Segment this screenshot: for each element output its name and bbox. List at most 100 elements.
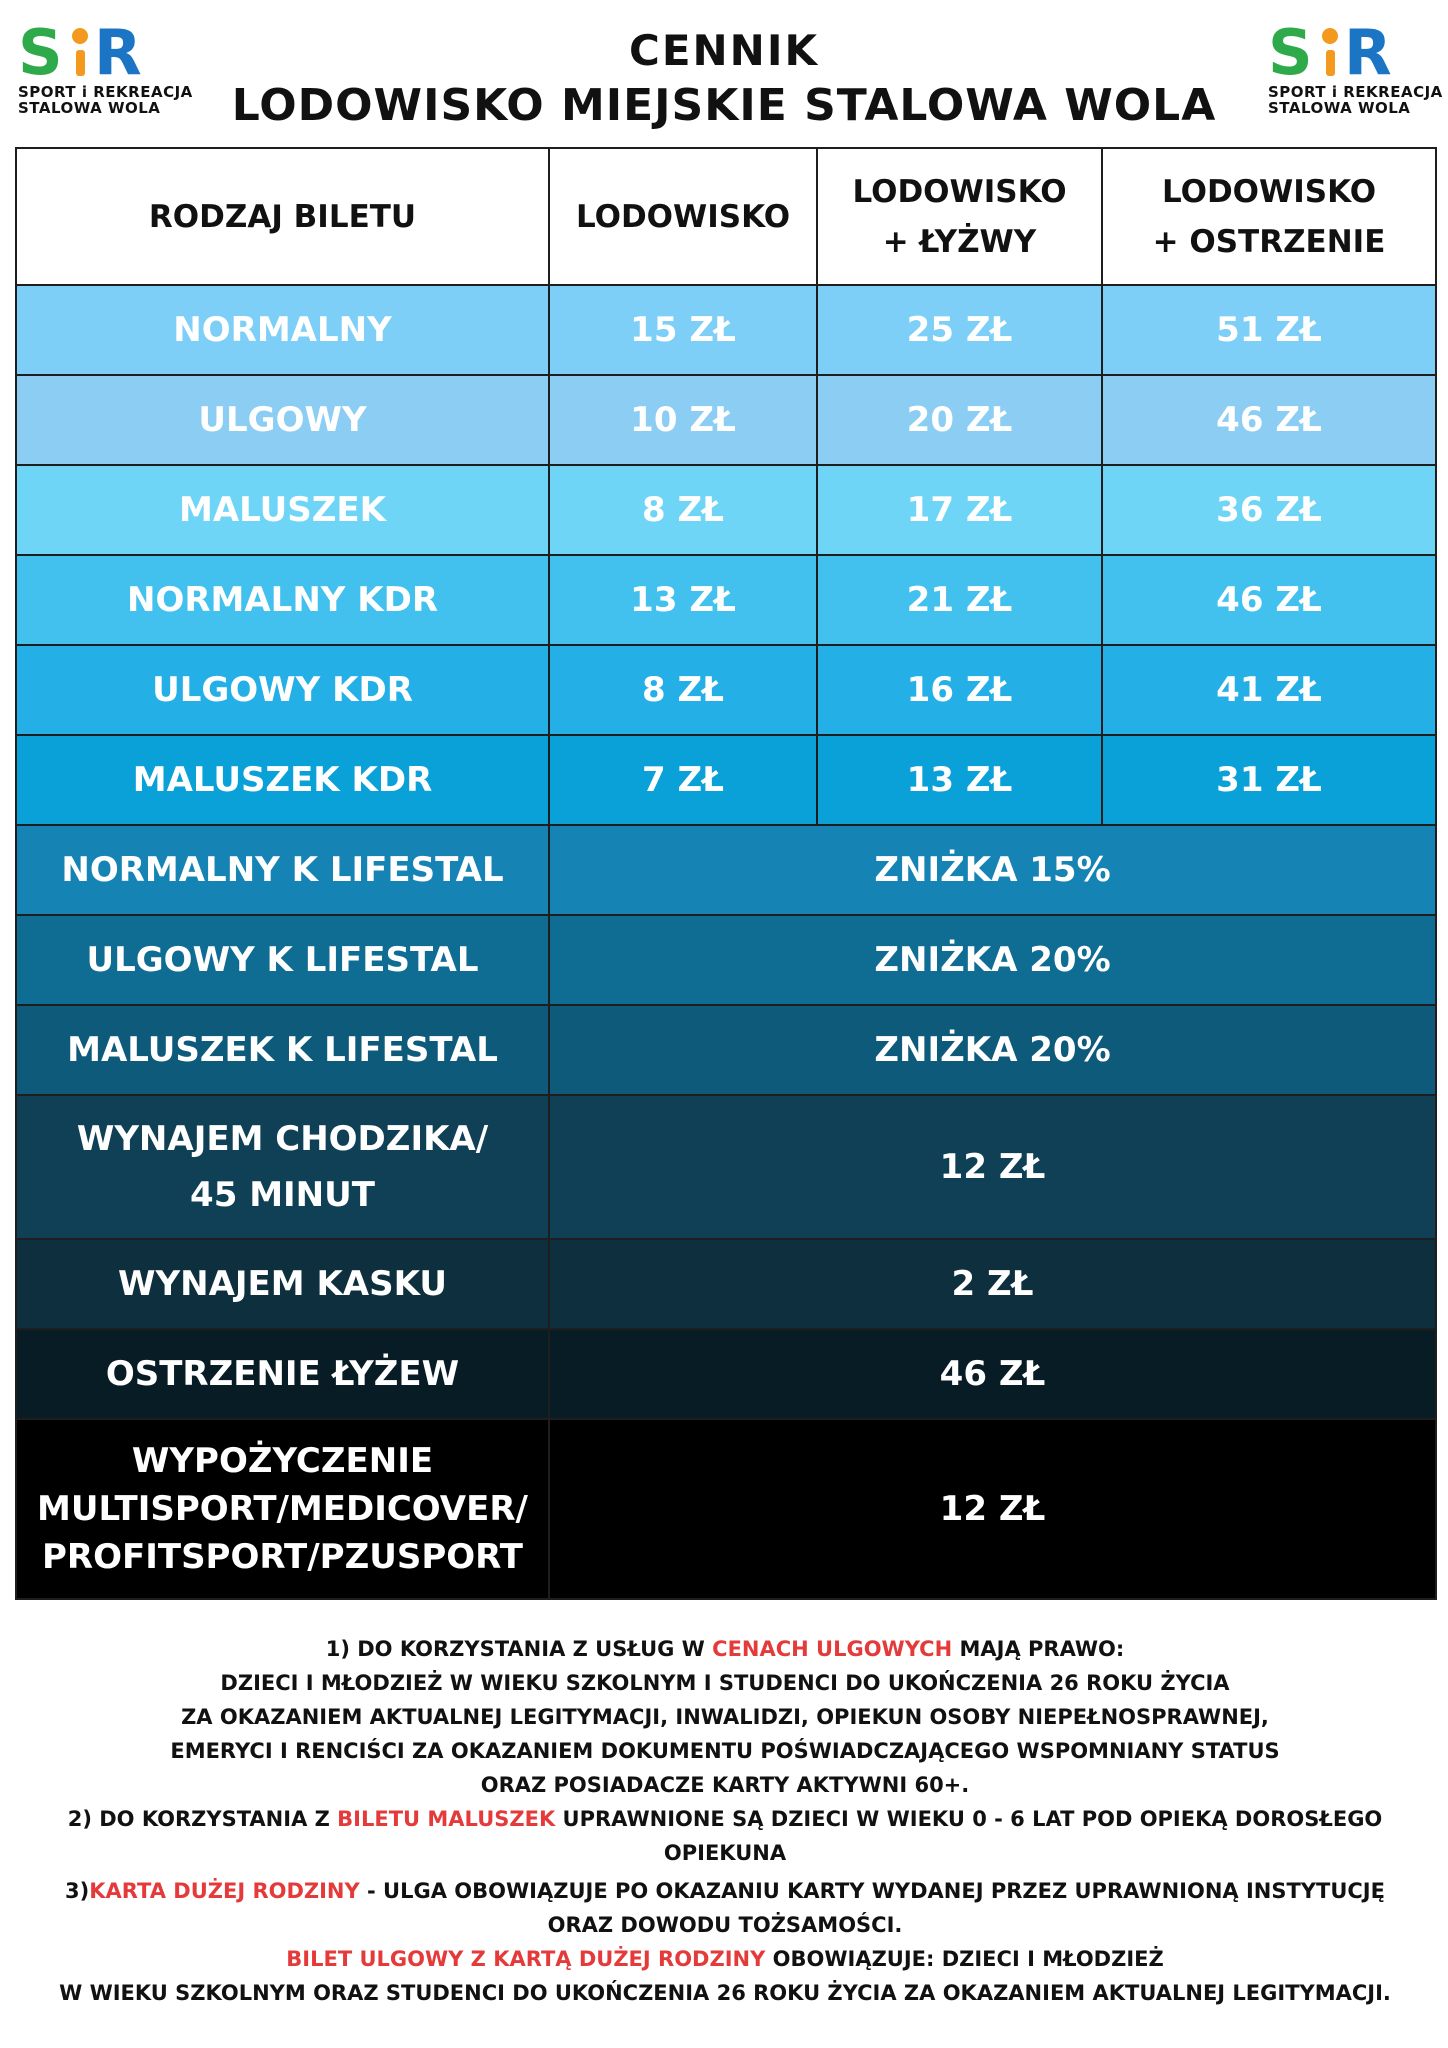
logo-i-stem xyxy=(1326,50,1335,76)
sir-logo-mark: S R xyxy=(18,22,142,80)
header-rink-sharpening-line1: LODOWISKO xyxy=(1161,173,1377,210)
header-rink-skates-line2: + ŁYŻWY xyxy=(882,223,1037,260)
note-text: MAJĄ PRAWO: xyxy=(952,1637,1125,1661)
note-3-line-3: BILET ULGOWY Z KARTĄ DUŻEJ RODZINY OBOWI… xyxy=(15,1942,1435,1976)
logo-caption: SPORT i REKREACJA STALOWA WOLA xyxy=(18,83,193,117)
ticket-label: MALUSZEK xyxy=(15,464,550,556)
table-row: ULGOWY 10 ZŁ 20 ZŁ 46 ZŁ xyxy=(15,374,1437,466)
discount-value: ZNIŻKA 20% xyxy=(548,1004,1437,1096)
price-rink-sharpening: 46 ZŁ xyxy=(1101,374,1437,466)
ticket-label-line1: WYPOŻYCZENIE xyxy=(131,1441,434,1481)
price-rink: 8 ZŁ xyxy=(548,464,818,556)
note-3-line-1: 3)KARTA DUŻEJ RODZINY - ULGA OBOWIĄZUJE … xyxy=(15,1874,1435,1908)
note-highlight: BILETU MALUSZEK xyxy=(337,1807,556,1831)
price-rink-sharpening: 36 ZŁ xyxy=(1101,464,1437,556)
ticket-label: NORMALNY xyxy=(15,284,550,376)
table-row: NORMALNY KDR 13 ZŁ 21 ZŁ 46 ZŁ xyxy=(15,554,1437,646)
table-row: MALUSZEK 8 ZŁ 17 ZŁ 36 ZŁ xyxy=(15,464,1437,556)
header-rink-sharpening: LODOWISKO + OSTRZENIE xyxy=(1101,147,1437,286)
note-1-line-3: ZA OKAZANIEM AKTUALNEJ LEGITYMACJI, INWA… xyxy=(181,1705,1269,1729)
price-rink-skates: 20 ZŁ xyxy=(816,374,1103,466)
service-price: 46 ZŁ xyxy=(548,1328,1437,1420)
ticket-label-line1: WYNAJEM CHODZIKA/ xyxy=(76,1119,489,1159)
price-rink-skates: 13 ZŁ xyxy=(816,734,1103,826)
logo-letter-s: S xyxy=(18,22,63,80)
header-rink-sharpening-line2: + OSTRZENIE xyxy=(1152,223,1386,260)
logo-caption: SPORT i REKREACJA STALOWA WOLA xyxy=(1268,84,1442,117)
note-highlight: KARTA DUŻEJ RODZINY xyxy=(89,1879,360,1903)
note-2-line-2: OPIEKUNA xyxy=(663,1841,787,1865)
footnotes: 1) DO KORZYSTANIA Z USŁUG W CENACH ULGOW… xyxy=(15,1632,1435,2010)
page-subtitle: LODOWISKO MIEJSKIE STALOWA WOLA xyxy=(231,80,1217,131)
ticket-label-line2: 45 MINUT xyxy=(190,1175,375,1215)
note-text: - ULGA OBOWIĄZUJE PO OKAZANIU KARTY WYDA… xyxy=(359,1879,1385,1903)
ticket-label: ULGOWY KDR xyxy=(15,644,550,736)
sir-logo-right: S R SPORT i REKREACJA STALOWA WOLA xyxy=(1268,22,1442,122)
page-title: CENNIK xyxy=(629,26,819,75)
table-row: ULGOWY K LIFESTAL ZNIŻKA 20% xyxy=(15,914,1437,1006)
note-highlight: BILET ULGOWY Z KARTĄ DUŻEJ RODZINY xyxy=(286,1947,766,1971)
rental-price: 12 ZŁ xyxy=(548,1418,1437,1600)
header-rink-skates: LODOWISKO + ŁYŻWY xyxy=(816,147,1103,286)
note-1-line-4: EMERYCI I RENCIŚCI ZA OKAZANIEM DOKUMENT… xyxy=(170,1739,1280,1763)
logo-dot-icon xyxy=(1322,28,1338,44)
price-rink-skates: 21 ZŁ xyxy=(816,554,1103,646)
ticket-label: NORMALNY K LIFESTAL xyxy=(15,824,550,916)
header-ticket-type: RODZAJ BILETU xyxy=(15,147,550,286)
ticket-label-line3: PROFITSPORT/PZUSPORT xyxy=(42,1537,523,1577)
table-row: WYNAJEM CHODZIKA/ 45 MINUT 12 ZŁ xyxy=(15,1094,1437,1240)
sir-logo-mark: S R xyxy=(1268,22,1392,80)
note-highlight: CENACH ULGOWYCH xyxy=(712,1637,953,1661)
price-table: RODZAJ BILETU LODOWISKO LODOWISKO + ŁYŻW… xyxy=(15,147,1437,1600)
table-row: NORMALNY K LIFESTAL ZNIŻKA 15% xyxy=(15,824,1437,916)
rental-price: 2 ZŁ xyxy=(548,1238,1437,1330)
logo-letter-r: R xyxy=(94,22,142,80)
ticket-label: ULGOWY xyxy=(15,374,550,466)
price-rink: 10 ZŁ xyxy=(548,374,818,466)
ticket-label: NORMALNY KDR xyxy=(15,554,550,646)
discount-value: ZNIŻKA 15% xyxy=(548,824,1437,916)
note-text: UPRAWNIONE SĄ DZIECI W WIEKU 0 - 6 LAT P… xyxy=(555,1807,1383,1831)
table-row: MALUSZEK KDR 7 ZŁ 13 ZŁ 31 ZŁ xyxy=(15,734,1437,826)
table-row: MALUSZEK K LIFESTAL ZNIŻKA 20% xyxy=(15,1004,1437,1096)
note-text: 1) DO KORZYSTANIA Z USŁUG W xyxy=(325,1637,713,1661)
ticket-label: ULGOWY K LIFESTAL xyxy=(15,914,550,1006)
price-rink-sharpening: 51 ZŁ xyxy=(1101,284,1437,376)
price-rink-skates: 25 ZŁ xyxy=(816,284,1103,376)
logo-i-stem xyxy=(76,50,85,76)
header-rink-skates-line1: LODOWISKO xyxy=(852,173,1067,210)
price-rink-sharpening: 41 ZŁ xyxy=(1101,644,1437,736)
header-rink: LODOWISKO xyxy=(548,147,818,286)
price-rink-skates: 16 ZŁ xyxy=(816,644,1103,736)
price-rink-skates: 17 ZŁ xyxy=(816,464,1103,556)
note-1-line-1: 1) DO KORZYSTANIA Z USŁUG W CENACH ULGOW… xyxy=(15,1632,1435,1666)
note-3-line-4: W WIEKU SZKOLNYM ORAZ STUDENCI DO UKOŃCZ… xyxy=(59,1981,1391,2005)
ticket-label: WYNAJEM KASKU xyxy=(15,1238,550,1330)
ticket-label: WYPOŻYCZENIE MULTISPORT/MEDICOVER/ PROFI… xyxy=(15,1418,550,1600)
table-header-row: RODZAJ BILETU LODOWISKO LODOWISKO + ŁYŻW… xyxy=(15,147,1437,286)
ticket-label: OSTRZENIE ŁYŻEW xyxy=(15,1328,550,1420)
logo-line-1: SPORT i REKREACJA xyxy=(18,83,193,101)
discount-value: ZNIŻKA 20% xyxy=(548,914,1437,1006)
ticket-label: WYNAJEM CHODZIKA/ 45 MINUT xyxy=(15,1094,550,1240)
logo-line-2: STALOWA WOLA xyxy=(1268,99,1411,117)
page-header: CENNIK LODOWISKO MIEJSKIE STALOWA WOLA xyxy=(200,24,1248,134)
table-row: ULGOWY KDR 8 ZŁ 16 ZŁ 41 ZŁ xyxy=(15,644,1437,736)
table-row: WYPOŻYCZENIE MULTISPORT/MEDICOVER/ PROFI… xyxy=(15,1418,1437,1600)
table-row: WYNAJEM KASKU 2 ZŁ xyxy=(15,1238,1437,1330)
price-rink-sharpening: 31 ZŁ xyxy=(1101,734,1437,826)
rental-price: 12 ZŁ xyxy=(548,1094,1437,1240)
note-text: 3) xyxy=(65,1879,90,1903)
sir-logo-left: S R SPORT i REKREACJA STALOWA WOLA xyxy=(18,22,193,122)
price-rink: 13 ZŁ xyxy=(548,554,818,646)
logo-dot-icon xyxy=(72,28,88,44)
ticket-label: MALUSZEK K LIFESTAL xyxy=(15,1004,550,1096)
note-3-line-2: ORAZ DOWODU TOŻSAMOŚCI. xyxy=(547,1913,903,1937)
price-rink: 8 ZŁ xyxy=(548,644,818,736)
logo-letter-s: S xyxy=(1268,22,1313,80)
note-2-line-1: 2) DO KORZYSTANIA Z BILETU MALUSZEK UPRA… xyxy=(15,1802,1435,1836)
table-row: OSTRZENIE ŁYŻEW 46 ZŁ xyxy=(15,1328,1437,1420)
ticket-label: MALUSZEK KDR xyxy=(15,734,550,826)
note-text: OBOWIĄZUJE: DZIECI I MŁODZIEŻ xyxy=(765,1947,1164,1971)
logo-line-2: STALOWA WOLA xyxy=(18,99,161,117)
